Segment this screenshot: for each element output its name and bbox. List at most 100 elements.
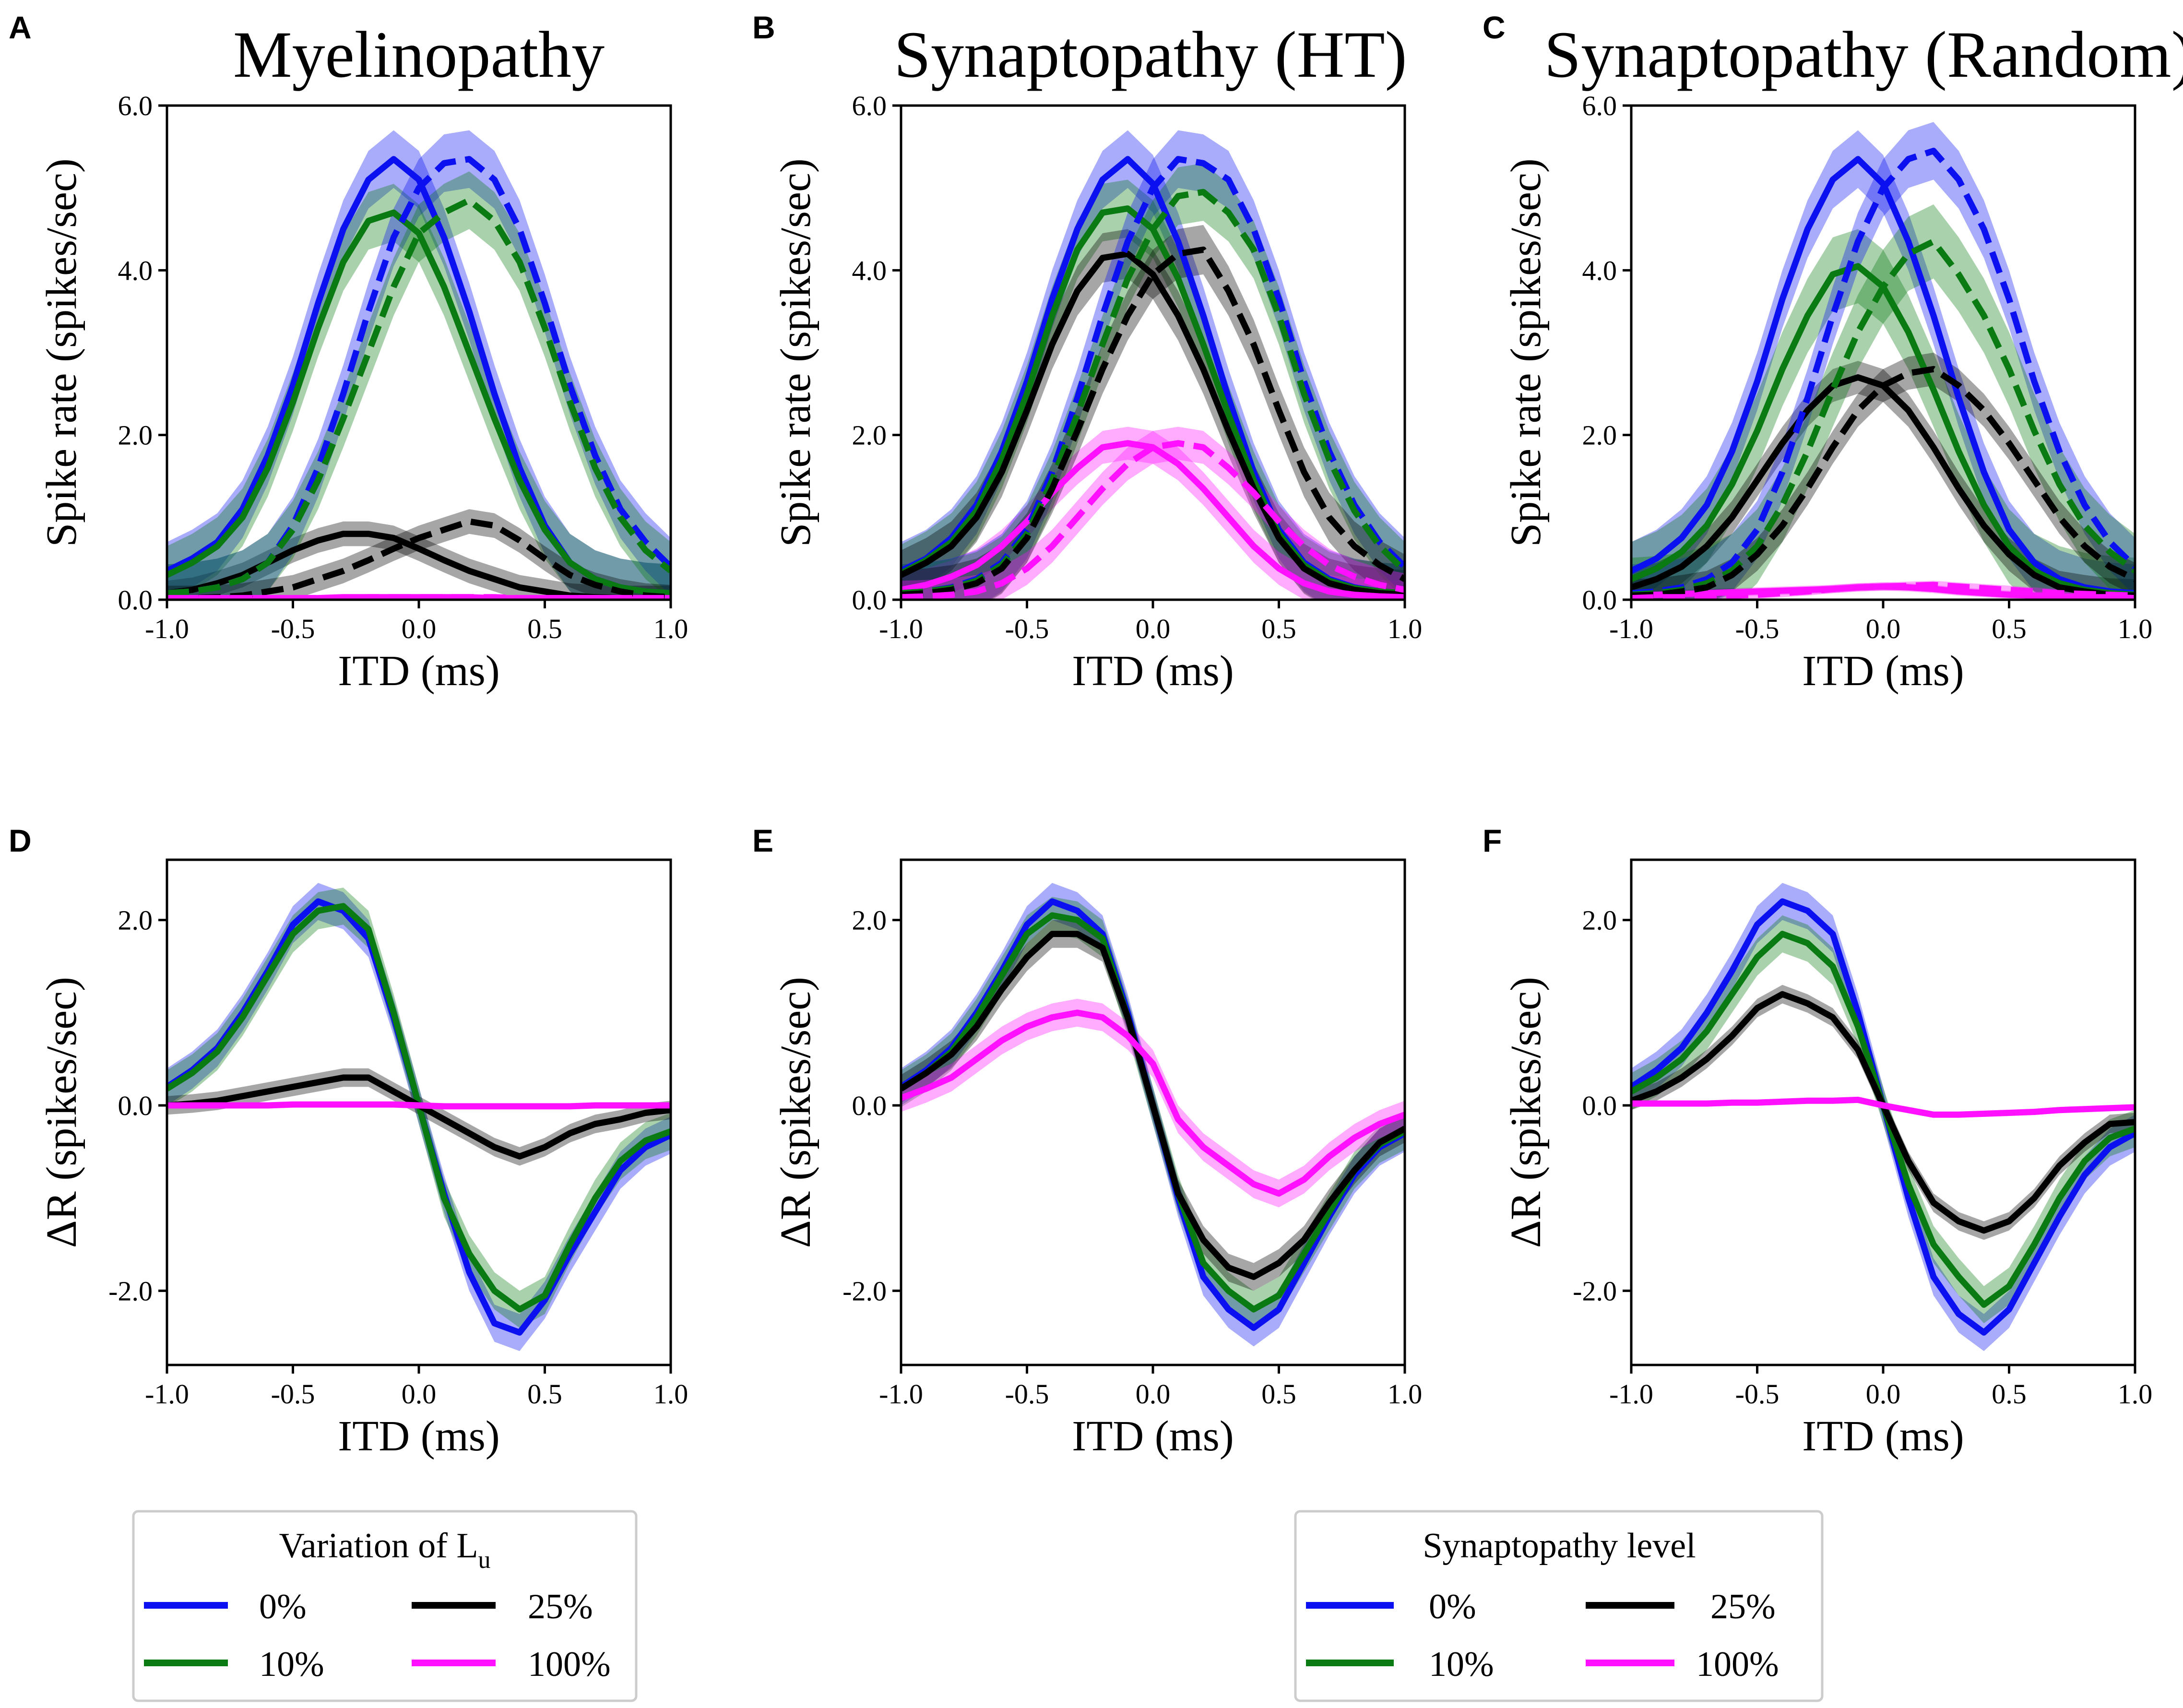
x-tick-label-d-0: -1.0 xyxy=(145,1378,189,1410)
x-axis-label-b: ITD (ms) xyxy=(1072,647,1234,695)
y-tick-label-d-2: 2.0 xyxy=(118,905,153,936)
x-tick-label-e-4: 1.0 xyxy=(1388,1378,1423,1410)
y-tick-label-e-0: -2.0 xyxy=(842,1275,887,1306)
series-line-c-2 xyxy=(1631,374,2135,599)
x-tick-label-d-3: 0.5 xyxy=(527,1378,562,1410)
legend-synaptopathy: Synaptopathy level 0% 25% 10% 100% xyxy=(1294,1510,1824,1702)
panel-title-c: Synaptopathy (Random) xyxy=(1544,18,2183,91)
panel-letter-b: B xyxy=(752,10,775,45)
y-tick-label-a-1: 2.0 xyxy=(118,420,153,451)
y-tick-label-c-3: 6.0 xyxy=(1582,90,1617,121)
series-line-a-4 xyxy=(167,156,671,596)
x-tick-label-f-4: 1.0 xyxy=(2118,1378,2153,1410)
band-b-4 xyxy=(901,130,1405,600)
y-tick-label-e-2: 2.0 xyxy=(852,905,887,936)
x-tick-label-c-3: 0.5 xyxy=(1992,613,2027,644)
y-tick-label-f-0: -2.0 xyxy=(1573,1275,1617,1306)
series-line-a-7 xyxy=(167,594,671,600)
series-line-a-5 xyxy=(167,197,671,596)
band-c-4 xyxy=(1631,122,2135,600)
panel-c: C Synaptopathy (Random) -1.0 -0.5 0.0 0.5 1.0 0… xyxy=(1483,10,2183,695)
x-axis-label-e: ITD (ms) xyxy=(1072,1412,1234,1460)
chart-panels: A Myelinopathy -1.0 -0.5 0.0 0.5 1.0 0.0 2.0 4.0 6… xyxy=(9,10,2183,1460)
y-tick-label-c-0: 0.0 xyxy=(1582,584,1617,616)
x-tick-label-e-0: -1.0 xyxy=(879,1378,923,1410)
y-axis-label-d: ΔR (spikes/sec) xyxy=(38,977,85,1248)
series-line-b-3 xyxy=(901,440,1405,600)
band-a-0 xyxy=(167,130,671,600)
y-axis-label-c: Spike rate (spikes/sec) xyxy=(1502,158,1550,547)
x-tick-label-b-3: 0.5 xyxy=(1261,613,1296,644)
band-b-3 xyxy=(901,427,1405,600)
x-tick-label-f-1: -0.5 xyxy=(1735,1378,1780,1410)
x-tick-label-e-2: 0.0 xyxy=(1136,1378,1171,1410)
band-b-6 xyxy=(901,225,1405,600)
band-b-1 xyxy=(901,179,1405,600)
x-tick-label-f-2: 0.0 xyxy=(1866,1378,1901,1410)
plot-area-e xyxy=(901,883,1405,1347)
series-line-b-2 xyxy=(901,250,1405,598)
band-b-0 xyxy=(901,130,1405,600)
y-tick-label-a-2: 4.0 xyxy=(118,255,153,286)
y-tick-label-b-2: 4.0 xyxy=(852,255,887,286)
x-axis-label-a: ITD (ms) xyxy=(338,647,499,695)
band-a-4 xyxy=(167,130,671,600)
x-tick-label-d-4: 1.0 xyxy=(653,1378,688,1410)
panel-e: E -1.0 -0.5 0.0 0.5 1.0 -2.0 0.0 2.0 ITD (ms) ΔR (… xyxy=(752,823,1422,1460)
y-tick-label-f-2: 2.0 xyxy=(1582,905,1617,936)
plot-area-b xyxy=(901,130,1405,600)
band-a-6 xyxy=(167,509,671,600)
x-tick-label-b-1: -0.5 xyxy=(1005,613,1049,644)
legend-synaptopathy-label-2: 10% xyxy=(1429,1645,1494,1684)
legend-synaptopathy-label-0: 0% xyxy=(1429,1587,1476,1626)
band-d-2 xyxy=(167,1068,671,1166)
x-tick-label-c-4: 1.0 xyxy=(2118,613,2153,644)
series-line-b-7 xyxy=(901,440,1405,600)
plot-area-a xyxy=(167,130,671,600)
series-line-a-1 xyxy=(167,209,671,596)
legend-variation-title: Variation of Lu xyxy=(279,1526,490,1574)
y-axis-label-a: Spike rate (spikes/sec) xyxy=(38,158,85,547)
y-tick-label-b-1: 2.0 xyxy=(852,420,887,451)
legend-variation-label-0: 0% xyxy=(259,1587,307,1626)
y-axis-label-e: ΔR (spikes/sec) xyxy=(772,977,819,1248)
y-tick-label-a-3: 6.0 xyxy=(118,90,153,121)
series-line-d-3 xyxy=(167,1101,671,1110)
y-tick-label-a-0: 0.0 xyxy=(118,584,153,616)
panel-letter-e: E xyxy=(752,823,773,858)
panel-b: B Synaptopathy (HT) -1.0 -0.5 0.0 0.5 1.0 0.0 2.… xyxy=(752,10,1422,695)
x-tick-label-e-1: -0.5 xyxy=(1005,1378,1049,1410)
x-tick-label-b-2: 0.0 xyxy=(1136,613,1171,644)
panel-title-b: Synaptopathy (HT) xyxy=(894,18,1407,91)
panel-letter-f: F xyxy=(1483,823,1502,858)
series-line-c-3 xyxy=(1631,583,2135,600)
band-a-1 xyxy=(167,184,671,600)
series-line-c-7 xyxy=(1631,581,2135,600)
x-tick-label-d-1: -0.5 xyxy=(271,1378,315,1410)
legend-synaptopathy-title: Synaptopathy level xyxy=(1423,1526,1696,1566)
legend-synaptopathy-label-3: 100% xyxy=(1696,1645,1779,1684)
series-line-e-3 xyxy=(901,1009,1405,1197)
plot-area-c xyxy=(1631,122,2135,600)
y-tick-label-c-2: 4.0 xyxy=(1582,255,1617,286)
band-a-2 xyxy=(167,521,671,600)
x-tick-label-a-1: -0.5 xyxy=(271,613,315,644)
x-axis-label-d: ITD (ms) xyxy=(338,1412,499,1460)
y-tick-label-d-0: -2.0 xyxy=(108,1275,153,1306)
x-tick-label-a-2: 0.0 xyxy=(402,613,437,644)
legend-synaptopathy-frame xyxy=(1294,1510,1824,1702)
x-tick-label-c-0: -1.0 xyxy=(1609,613,1653,644)
y-tick-label-b-3: 6.0 xyxy=(852,90,887,121)
legend-variation: Variation of Lu 0% 25% 10% 100% xyxy=(132,1510,638,1702)
panel-letter-d: D xyxy=(9,823,32,858)
legend-variation-label-1: 25% xyxy=(528,1587,593,1626)
y-axis-label-f: ΔR (spikes/sec) xyxy=(1502,977,1550,1248)
x-axis-label-f: ITD (ms) xyxy=(1802,1412,1964,1460)
legend-variation-frame xyxy=(132,1510,638,1702)
panel-title-a: Myelinopathy xyxy=(233,18,605,91)
band-c-2 xyxy=(1631,361,2135,600)
series-line-c-6 xyxy=(1631,366,2135,599)
series-line-e-2 xyxy=(901,931,1405,1280)
band-f-1 xyxy=(1631,915,2135,1324)
